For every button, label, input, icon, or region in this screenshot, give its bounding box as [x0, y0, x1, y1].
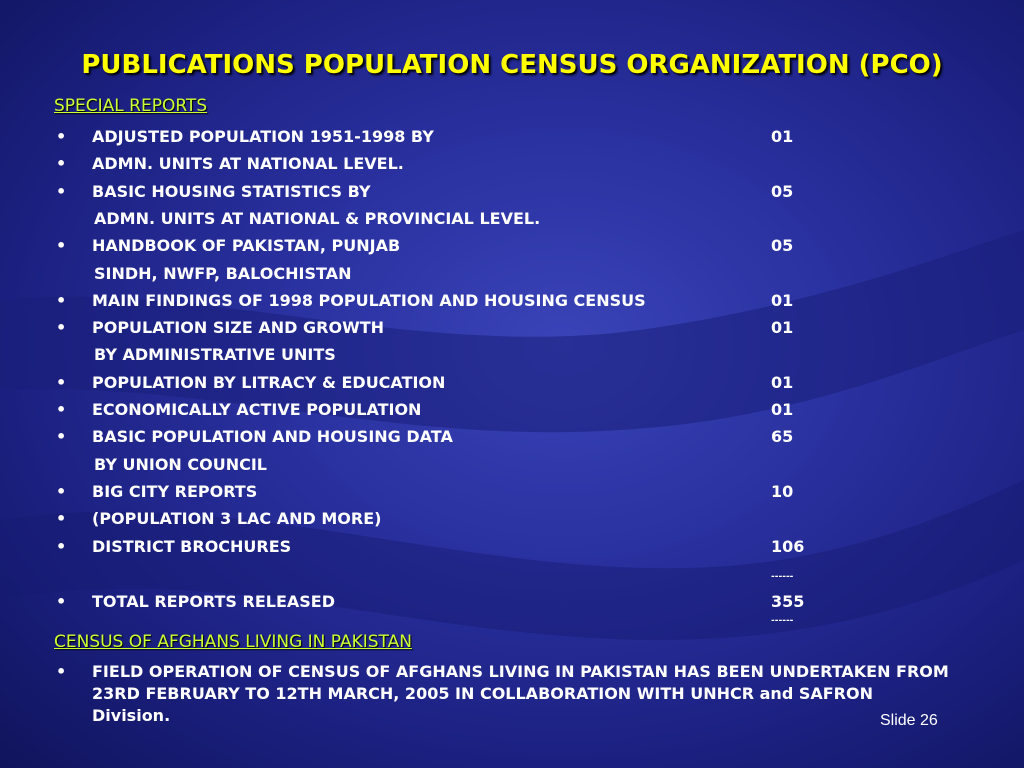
report-label: POPULATION BY LITRACY & EDUCATION	[92, 372, 446, 392]
report-row: • BIG CITY REPORTS 10	[56, 480, 956, 504]
report-label: BASIC POPULATION AND HOUSING DATA	[92, 427, 453, 447]
afghans-heading: CENSUS OF AFGHANS LIVING IN PAKISTAN	[54, 632, 412, 652]
report-label: ECONOMICALLY ACTIVE POPULATION	[92, 400, 422, 419]
bullet: •	[56, 318, 67, 338]
bullet: •	[56, 400, 67, 419]
report-row: • ECONOMICALLY ACTIVE POPULATION 01	[56, 398, 956, 422]
bullet: •	[56, 372, 67, 392]
report-label: ADMN. UNITS AT NATIONAL & PROVINCIAL LEV…	[94, 208, 541, 228]
report-row: • POPULATION BY LITRACY & EDUCATION 01	[56, 371, 956, 395]
bullet: •	[56, 127, 67, 146]
total-row: • TOTAL REPORTS RELEASED 355	[56, 590, 956, 614]
report-count: 01	[771, 290, 794, 310]
report-label: MAIN FINDINGS OF 1998 POPULATION AND HOU…	[92, 290, 646, 310]
report-count: 106	[771, 536, 805, 556]
report-count: 05	[771, 181, 794, 201]
special-reports-heading: SPECIAL REPORTS	[54, 96, 208, 116]
report-row: • POPULATION SIZE AND GROWTH 01	[56, 316, 956, 340]
report-row: • DISTRICT BROCHURES 106	[56, 535, 956, 559]
report-label: DISTRICT BROCHURES	[92, 536, 292, 556]
report-row: • ADMN. UNITS AT NATIONAL LEVEL.	[56, 152, 956, 176]
report-row: • BASIC POPULATION AND HOUSING DATA 65	[56, 425, 956, 449]
report-label: ADMN. UNITS AT NATIONAL LEVEL.	[92, 154, 404, 174]
report-row: • (POPULATION 3 LAC AND MORE)	[56, 507, 956, 531]
afghans-text: FIELD OPERATION OF CENSUS OF AFGHANS LIV…	[92, 662, 949, 725]
report-count: 65	[771, 427, 794, 447]
separator-line: ------	[771, 572, 794, 582]
bullet: •	[56, 290, 67, 310]
total-label: TOTAL REPORTS RELEASED	[92, 592, 336, 611]
report-label: HANDBOOK OF PAKISTAN, PUNJAB	[92, 236, 401, 256]
report-row: SINDH, NWFP, BALOCHISTAN	[56, 262, 956, 286]
report-row: ADMN. UNITS AT NATIONAL & PROVINCIAL LEV…	[56, 207, 956, 231]
afghans-paragraph: • FIELD OPERATION OF CENSUS OF AFGHANS L…	[56, 661, 956, 727]
bullet: •	[56, 427, 67, 447]
bullet: •	[56, 236, 67, 256]
report-label: ADJUSTED POPULATION 1951-1998 BY	[92, 127, 434, 146]
bullet: •	[56, 536, 67, 556]
report-row: • ADJUSTED POPULATION 1951-1998 BY 01	[56, 125, 956, 149]
bullet: •	[56, 662, 67, 681]
bullet: •	[56, 592, 67, 611]
report-row: BY UNION COUNCIL	[56, 453, 956, 477]
bullet: •	[56, 154, 67, 174]
report-label: BY ADMINISTRATIVE UNITS	[94, 345, 336, 365]
bullet: •	[56, 181, 67, 201]
bullet: •	[56, 509, 67, 529]
separator-line: ------	[771, 616, 794, 626]
report-row: BY ADMINISTRATIVE UNITS	[56, 343, 956, 367]
slide-number: Slide 26	[880, 712, 938, 729]
report-label: POPULATION SIZE AND GROWTH	[92, 318, 385, 338]
report-count: 01	[771, 127, 794, 146]
report-row: • HANDBOOK OF PAKISTAN, PUNJAB 05	[56, 234, 956, 258]
slide-title: PUBLICATIONS POPULATION CENSUS ORGANIZAT…	[81, 50, 943, 80]
report-count: 01	[771, 400, 794, 419]
report-row: • BASIC HOUSING STATISTICS BY 05	[56, 180, 956, 204]
report-count: 10	[771, 481, 794, 501]
report-label: BY UNION COUNCIL	[94, 454, 267, 474]
report-count: 01	[771, 372, 794, 392]
bullet: •	[56, 481, 67, 501]
report-label: BIG CITY REPORTS	[92, 481, 258, 501]
total-count: 355	[771, 592, 805, 611]
report-count: 05	[771, 236, 794, 256]
report-label: SINDH, NWFP, BALOCHISTAN	[94, 263, 352, 283]
report-count: 01	[771, 318, 794, 338]
report-label: BASIC HOUSING STATISTICS BY	[92, 181, 371, 201]
report-row: • MAIN FINDINGS OF 1998 POPULATION AND HO…	[56, 289, 956, 313]
report-label: (POPULATION 3 LAC AND MORE)	[92, 509, 382, 529]
